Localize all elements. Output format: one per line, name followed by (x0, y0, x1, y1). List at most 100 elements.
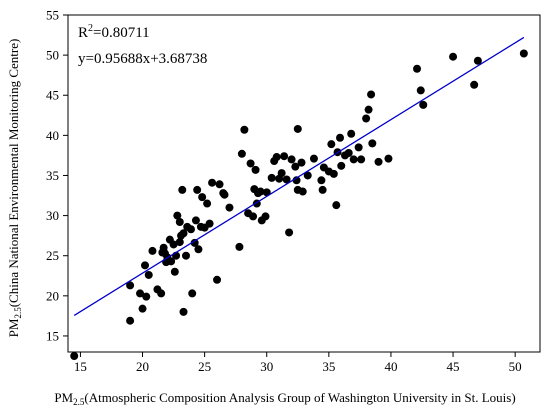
y-tick-label: 25 (46, 248, 59, 263)
data-point (354, 143, 363, 152)
data-point (205, 219, 214, 228)
data-point (287, 155, 296, 164)
data-point (364, 105, 373, 114)
data-point (179, 229, 188, 238)
data-point (251, 165, 260, 174)
data-point (293, 124, 302, 133)
y-tick-label: 50 (46, 48, 59, 63)
data-point (198, 193, 207, 202)
x-axis-title-subscript: 2.5 (73, 397, 85, 407)
axes (67, 14, 541, 353)
x-tick-label: 15 (74, 359, 87, 374)
data-point (367, 90, 376, 99)
data-points (70, 49, 528, 361)
data-point (186, 225, 195, 234)
data-point (336, 133, 345, 142)
data-point (303, 171, 312, 180)
regression-equation: y=0.95688x+3.68738 (78, 51, 207, 67)
data-point (337, 161, 346, 170)
r-squared-base: R (78, 25, 88, 41)
x-axis-title-prefix: PM (54, 390, 73, 405)
y-tick-label: 35 (46, 168, 59, 183)
y-tick-label: 55 (46, 8, 59, 23)
data-point (175, 238, 184, 247)
data-point (203, 199, 212, 208)
data-point (416, 86, 425, 95)
x-tick-label: 40 (384, 359, 397, 374)
data-point (519, 49, 528, 58)
data-point (182, 251, 190, 260)
data-point (138, 304, 147, 313)
r-squared-annotation: R2=0.80711 (78, 23, 150, 41)
data-point (357, 155, 366, 164)
y-tick-label: 15 (46, 328, 59, 343)
data-point (208, 178, 217, 187)
x-tick-label: 25 (198, 359, 211, 374)
data-point (272, 153, 281, 162)
data-point (193, 185, 202, 194)
data-point (157, 289, 166, 298)
x-axis-title: PM2.5(Atmospheric Composition Analysis G… (54, 390, 515, 407)
data-point (374, 157, 383, 166)
x-tick-label: 35 (322, 359, 335, 374)
data-point (282, 175, 291, 184)
data-point (194, 245, 203, 254)
data-point (317, 176, 326, 185)
r-squared-value: =0.80711 (93, 25, 150, 41)
x-tick-label: 20 (136, 359, 149, 374)
data-point (249, 212, 258, 221)
data-point (292, 176, 301, 185)
data-point (170, 267, 179, 276)
data-point (126, 316, 135, 325)
data-point (297, 158, 306, 167)
data-point (449, 52, 458, 61)
data-point (240, 125, 249, 134)
data-point (277, 169, 286, 178)
data-point (419, 100, 428, 109)
fit-line (73, 36, 525, 316)
x-axis-title-text: (Atmospheric Composition Analysis Group … (84, 390, 515, 405)
data-point (190, 238, 199, 247)
data-point (213, 275, 222, 284)
data-point (179, 307, 188, 316)
data-point (173, 211, 182, 220)
data-point (298, 187, 307, 196)
y-tick-label: 30 (46, 208, 59, 223)
data-point (470, 80, 479, 89)
data-point (473, 56, 482, 65)
data-point (167, 257, 176, 266)
data-point (144, 270, 153, 279)
data-point (169, 240, 178, 249)
data-point (188, 289, 197, 298)
data-point (191, 216, 200, 225)
data-point (70, 352, 79, 361)
data-point (332, 201, 341, 210)
data-point (175, 218, 184, 227)
data-point (362, 114, 371, 123)
data-point (225, 203, 234, 212)
data-point (347, 129, 356, 138)
data-point (329, 169, 338, 178)
data-point (141, 261, 150, 270)
data-point (327, 140, 336, 149)
data-point (261, 212, 270, 221)
data-point (235, 242, 244, 251)
data-point (237, 149, 246, 158)
y-tick-label: 45 (46, 88, 59, 103)
data-point (318, 185, 327, 194)
data-point (384, 154, 393, 163)
data-point (349, 155, 358, 164)
y-tick-label: 20 (46, 288, 59, 303)
y-ticks: 15 20 25 30 35 40 45 50 55 (46, 8, 68, 343)
data-point (291, 162, 300, 171)
x-tick-label: 30 (260, 359, 273, 374)
data-point (267, 173, 276, 182)
x-tick-label: 45 (447, 359, 460, 374)
data-point (142, 292, 151, 301)
data-point (256, 187, 265, 196)
fit-line-group (73, 36, 525, 316)
y-axis-title-text: (China National Environmental Monitoring… (6, 39, 21, 308)
y-axis-title: PM2.5(China National Environmental Monit… (6, 39, 23, 338)
y-axis-title-subscript: 2.5 (13, 307, 23, 319)
